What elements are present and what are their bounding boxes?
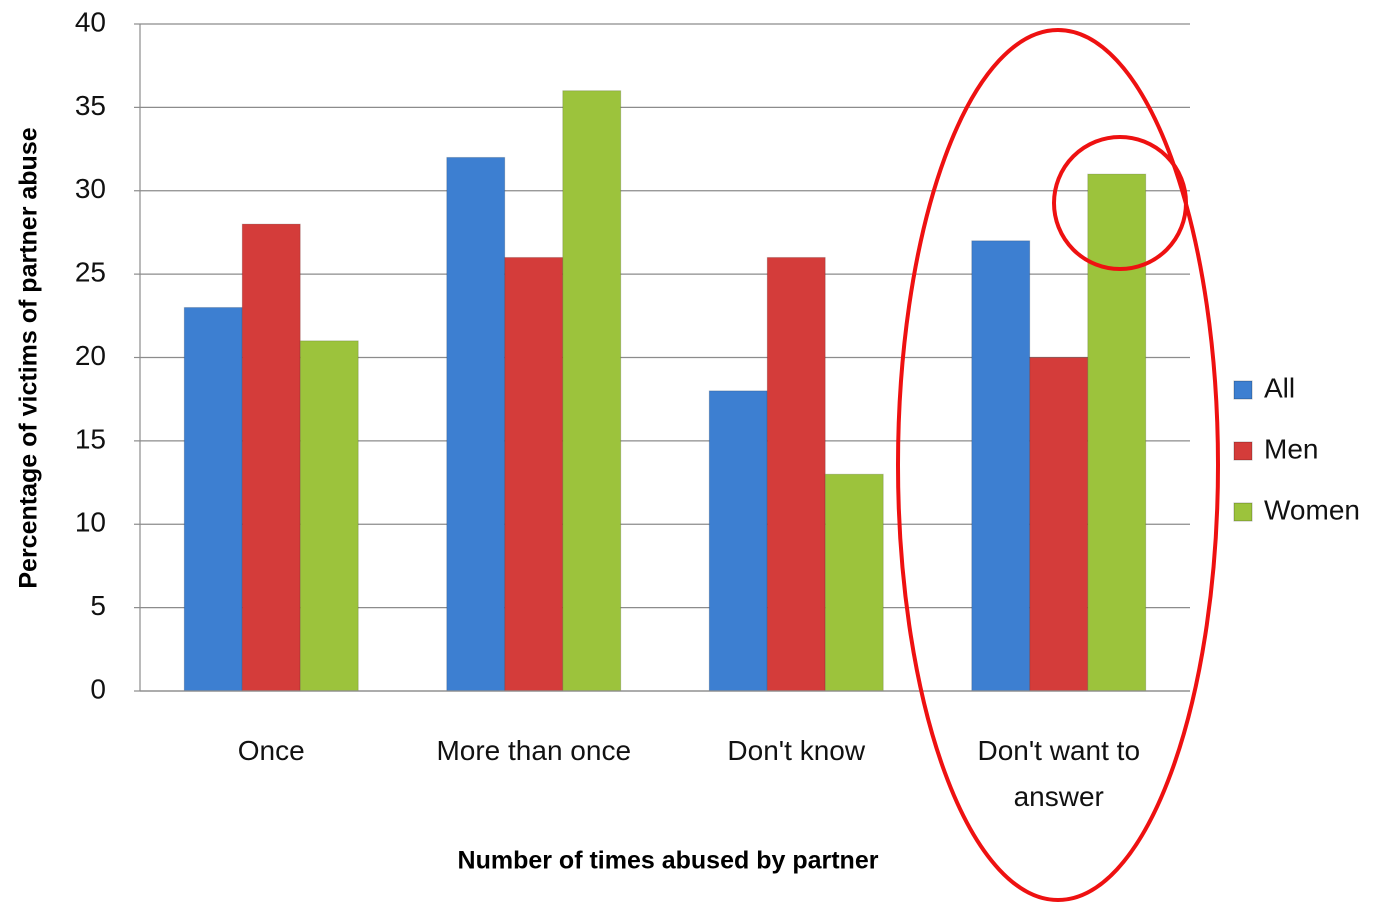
legend-swatch xyxy=(1233,441,1253,461)
bar xyxy=(824,473,884,692)
y-tick-label: 40 xyxy=(75,6,106,37)
y-tick-label: 35 xyxy=(75,90,106,121)
bar xyxy=(299,340,359,692)
y-tick-label: 30 xyxy=(75,173,106,204)
bar xyxy=(241,223,301,692)
y-axis-label: Percentage of victims of partner abuse xyxy=(15,127,43,588)
bar xyxy=(1087,173,1147,692)
legend-label: Women xyxy=(1264,494,1360,525)
y-tick-label: 15 xyxy=(75,423,106,454)
bar xyxy=(562,90,622,692)
bar xyxy=(766,256,826,692)
bar xyxy=(971,240,1031,692)
x-tick-label: Once xyxy=(237,735,305,766)
bar xyxy=(446,156,506,692)
bar xyxy=(183,306,243,692)
y-tick-label: 5 xyxy=(90,590,106,621)
y-tick-label: 0 xyxy=(90,673,106,704)
legend-swatch xyxy=(1233,502,1253,522)
highlight-circle xyxy=(1052,135,1188,271)
x-tick-label: Don't want to answer xyxy=(977,735,1141,812)
x-tick-label: More than once xyxy=(436,735,632,766)
y-tick-label: 10 xyxy=(75,507,106,538)
bar xyxy=(504,256,564,692)
bar xyxy=(708,390,768,692)
legend-swatch xyxy=(1233,380,1253,400)
y-tick-label: 20 xyxy=(75,340,106,371)
highlight-ellipse xyxy=(896,28,1220,902)
bar xyxy=(1029,357,1089,692)
legend-label: All xyxy=(1264,372,1295,403)
y-tick-label: 25 xyxy=(75,257,106,288)
x-tick-label: Don't know xyxy=(727,735,866,766)
legend-label: Men xyxy=(1264,433,1318,464)
x-axis-label: Number of times abused by partner xyxy=(458,847,879,875)
